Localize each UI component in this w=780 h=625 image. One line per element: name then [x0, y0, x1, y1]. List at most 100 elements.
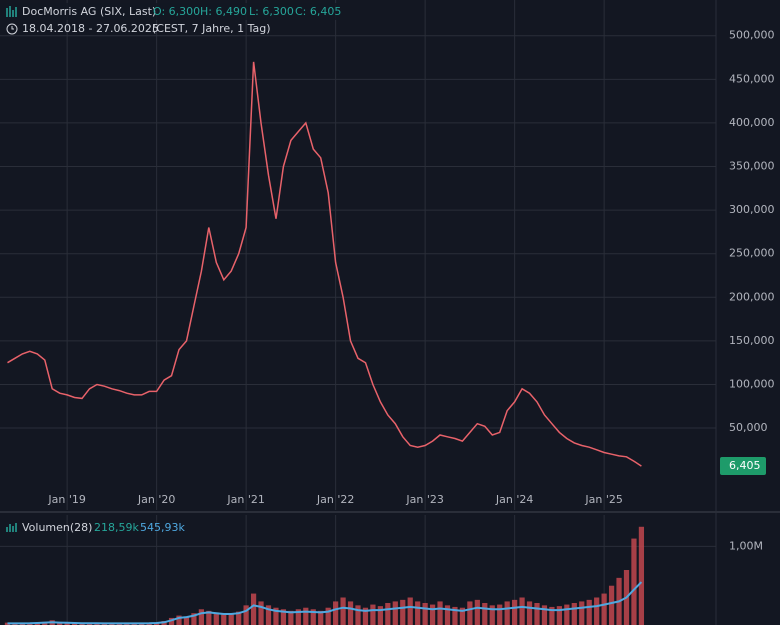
volume-bar	[250, 593, 257, 625]
volume-bar	[549, 606, 555, 625]
date-range: 18.04.2018 - 27.06.2025	[22, 22, 159, 35]
x-tick-label: Jan '22	[316, 493, 354, 506]
price-line	[7, 61, 642, 467]
clock-icon	[6, 23, 18, 35]
volume-bar	[265, 605, 272, 625]
volume-bar	[183, 617, 190, 625]
volume-bar	[295, 609, 301, 625]
volume-bar	[206, 610, 212, 625]
volume-bar	[437, 601, 443, 625]
volume-bar	[4, 622, 11, 625]
volume-bar	[64, 622, 70, 625]
volume-bar	[415, 601, 421, 625]
y-tick-label: 250,000	[729, 247, 775, 260]
ohlc-high: H: 6,490	[200, 5, 247, 18]
volume-bar	[347, 601, 354, 625]
volume-bar	[325, 607, 331, 625]
y-tick-label: 200,000	[729, 290, 775, 303]
header: DocMorris AG (SIX, Last) O: 6,300 H: 6,4…	[0, 3, 341, 35]
range-note: (CEST, 7 Jahre, 1 Tag)	[152, 22, 271, 35]
y-tick-label: 1,00M	[729, 539, 763, 552]
y-tick-label: 400,000	[729, 116, 775, 129]
volume-bar	[362, 607, 369, 625]
volume-bar	[601, 593, 607, 625]
y-tick-label: 500,000	[729, 29, 775, 42]
volume-bar	[452, 606, 458, 625]
volume-bar	[243, 605, 249, 625]
volume-bar	[236, 611, 242, 625]
volume-bar	[198, 609, 204, 625]
volume-icon	[6, 523, 17, 532]
volume-bar	[608, 585, 615, 625]
volume-bar	[489, 605, 495, 625]
volume-bar	[333, 601, 339, 625]
volume-bar	[213, 612, 219, 625]
volume-bar	[377, 606, 383, 625]
volume-value: 218,59k	[94, 521, 139, 534]
volume-bar	[474, 599, 480, 625]
volume-title: Volumen(28)	[22, 521, 92, 534]
volume-bar	[221, 614, 227, 625]
ohlc-open: O: 6,300	[153, 5, 200, 18]
volume-bar	[191, 613, 197, 625]
volume-bar	[564, 604, 570, 625]
volume-bar	[631, 538, 637, 625]
volume-bar	[444, 605, 451, 625]
volume-bar	[288, 610, 294, 625]
x-tick-label: Jan '24	[495, 493, 533, 506]
header-bg	[0, 3, 340, 20]
clock-hands	[11, 26, 14, 30]
volume-bar	[497, 604, 503, 625]
volume-bar	[504, 601, 510, 625]
volume-bar	[355, 605, 361, 625]
volume-legend: Volumen(28) 218,59k 545,93k	[6, 521, 185, 534]
y-tick-label: 350,000	[729, 160, 775, 173]
y-tick-label: 50,000	[729, 421, 768, 434]
volume-bar	[176, 615, 182, 625]
ohlc-close: C: 6,405	[295, 5, 341, 18]
y-tick-label: 300,000	[729, 203, 775, 216]
y-tick-label: 450,000	[729, 72, 775, 85]
symbol-icon	[6, 6, 17, 17]
volume-bar	[392, 601, 398, 625]
volume-bar	[57, 622, 63, 625]
volume-bar	[586, 599, 592, 625]
volume-ma-value: 545,93k	[140, 521, 185, 534]
volume-bar	[422, 603, 428, 625]
volume-bar	[303, 607, 309, 625]
y-tick-label: 100,000	[729, 377, 775, 390]
x-tick-label: Jan '20	[137, 493, 175, 506]
x-tick-label: Jan '25	[584, 493, 622, 506]
volume-bar	[228, 613, 234, 625]
volume-bar	[400, 599, 406, 625]
volume-bar	[638, 526, 645, 625]
volume-bar	[71, 623, 78, 625]
volume-bar	[512, 599, 518, 625]
volume-bar	[534, 603, 540, 625]
last-price-label: 6,405	[729, 459, 761, 472]
volume-bar	[340, 597, 346, 625]
x-tick-label: Jan '23	[405, 493, 443, 506]
volume-ma-line	[7, 581, 643, 625]
y-tick-label: 150,000	[729, 334, 775, 347]
volume-bar	[280, 609, 287, 625]
volume-bar	[310, 609, 316, 625]
volume-bar	[168, 617, 175, 625]
volume-bar	[273, 607, 279, 625]
symbol-title: DocMorris AG (SIX, Last)	[22, 5, 156, 18]
volume-bar	[258, 601, 264, 625]
volume-bar	[579, 601, 585, 625]
volume-bar	[318, 610, 324, 625]
volume-bar	[541, 605, 548, 625]
volume-bar	[571, 603, 577, 625]
volume-bar	[594, 597, 600, 625]
volume-bar	[429, 604, 436, 625]
x-tick-label: Jan '19	[47, 493, 85, 506]
x-tick-label: Jan '21	[226, 493, 264, 506]
volume-bar	[370, 604, 376, 625]
volume-bar	[526, 601, 533, 625]
volume-bar	[482, 603, 488, 625]
volume-bar	[556, 606, 562, 625]
